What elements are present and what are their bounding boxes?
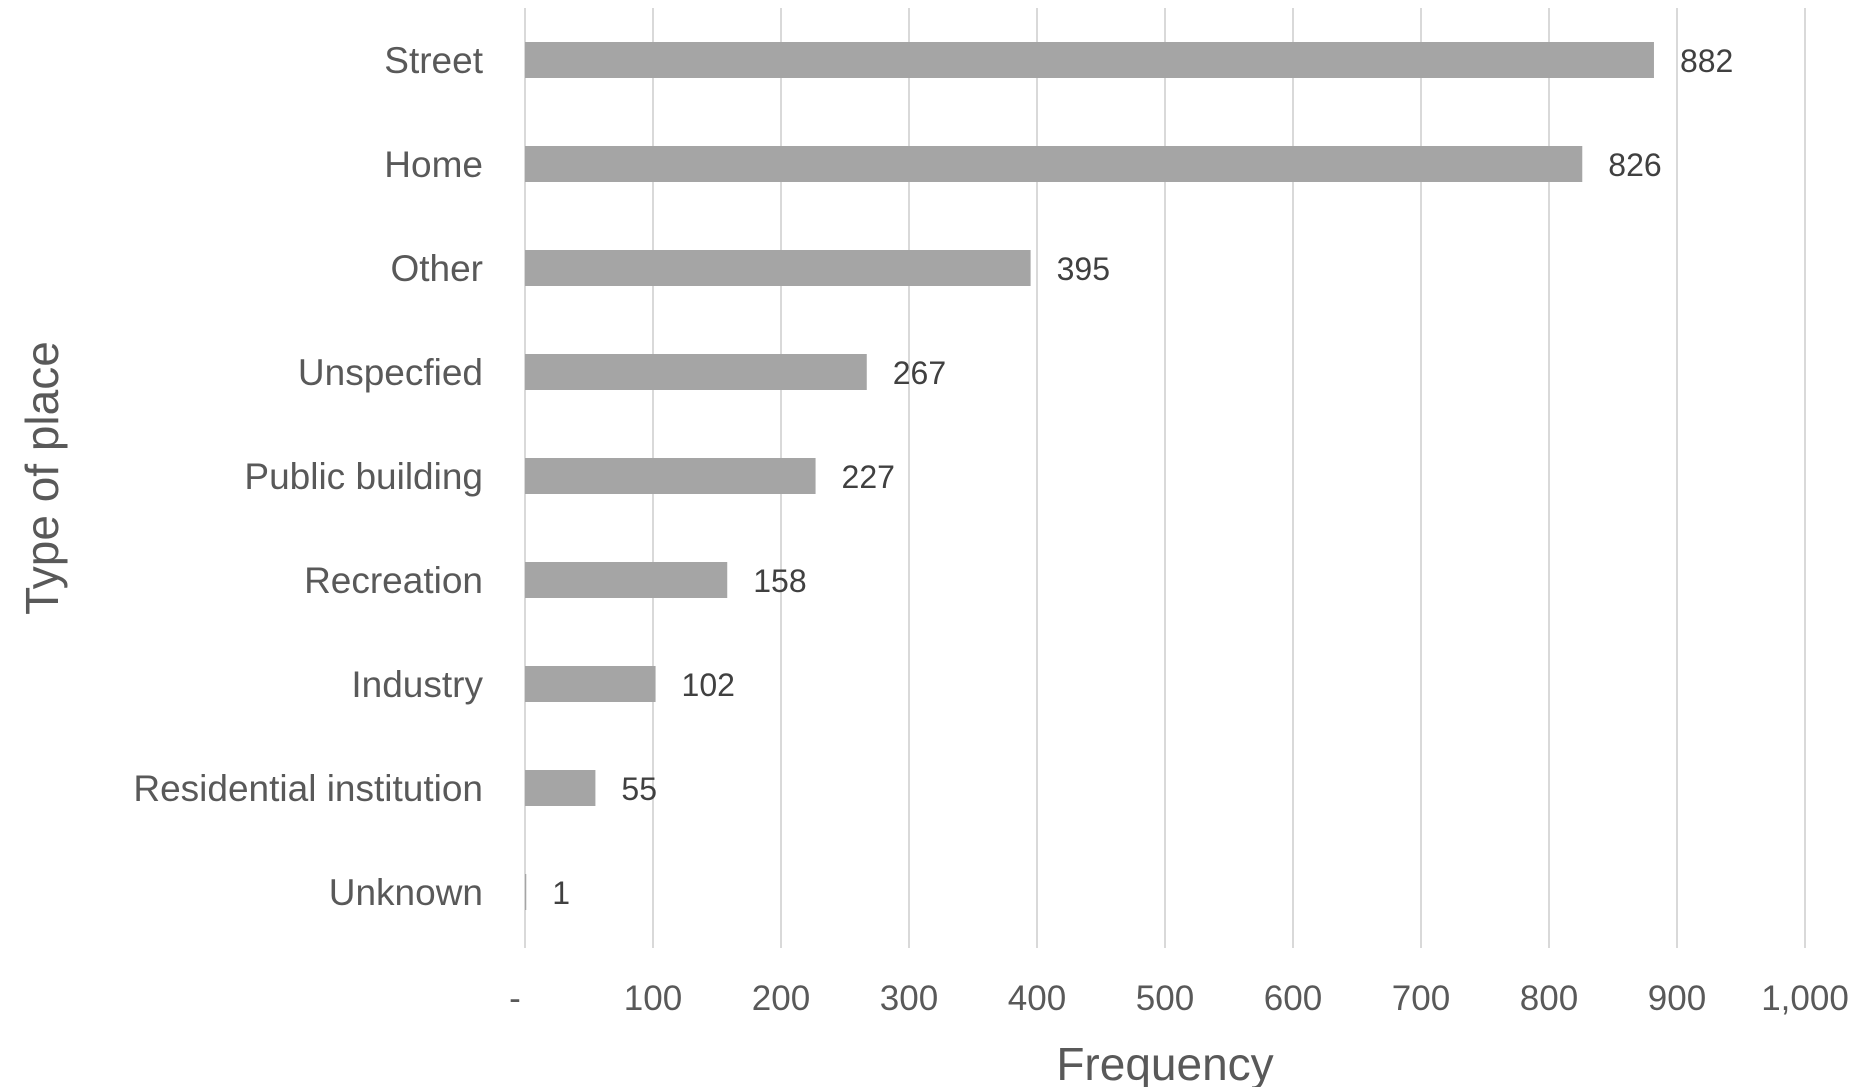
category-label: Public building <box>244 456 483 497</box>
bar <box>525 666 656 702</box>
x-tick-label: 900 <box>1648 979 1706 1018</box>
bar <box>525 250 1031 286</box>
x-tick-label: 200 <box>752 979 810 1018</box>
bar <box>525 354 867 390</box>
bar <box>525 874 527 910</box>
category-label: Recreation <box>304 560 483 601</box>
bar <box>525 146 1583 182</box>
bar <box>525 770 596 806</box>
bar <box>525 562 728 598</box>
x-axis-title: Frequency <box>1056 1038 1273 1087</box>
x-tick-labels: - 100 200 300 400 500 600 700 800 900 1,000 <box>509 979 1849 1018</box>
data-label: 826 <box>1608 147 1661 183</box>
data-label: 1 <box>552 875 570 911</box>
bars <box>525 42 1654 910</box>
x-tick-label: 600 <box>1264 979 1322 1018</box>
data-labels: 882 826 395 267 227 158 102 55 1 <box>552 43 1733 911</box>
x-tick-label: 700 <box>1392 979 1450 1018</box>
data-label: 55 <box>621 771 657 807</box>
x-tick-label: 500 <box>1136 979 1194 1018</box>
data-label: 102 <box>682 667 735 703</box>
category-label: Street <box>384 40 483 81</box>
category-label: Home <box>384 144 483 185</box>
data-label: 882 <box>1680 43 1733 79</box>
category-label: Industry <box>351 664 483 705</box>
x-tick-label: 300 <box>880 979 938 1018</box>
category-label: Unspecfied <box>298 352 483 393</box>
category-label: Other <box>390 248 483 289</box>
x-tick-label: - <box>509 979 521 1018</box>
y-axis-title: Type of place <box>16 341 68 615</box>
x-tick-label: 1,000 <box>1761 979 1849 1018</box>
x-tick-label: 800 <box>1520 979 1578 1018</box>
data-label: 227 <box>842 459 895 495</box>
category-labels: Street Home Other Unspecfied Public building… <box>133 40 483 913</box>
data-label: 267 <box>893 355 946 391</box>
x-tick-label: 100 <box>624 979 682 1018</box>
bar <box>525 458 816 494</box>
category-label: Residential institution <box>133 768 483 809</box>
bar <box>525 42 1654 78</box>
x-tick-label: 400 <box>1008 979 1066 1018</box>
category-label: Unknown <box>329 872 483 913</box>
data-label: 395 <box>1057 251 1110 287</box>
data-label: 158 <box>753 563 806 599</box>
